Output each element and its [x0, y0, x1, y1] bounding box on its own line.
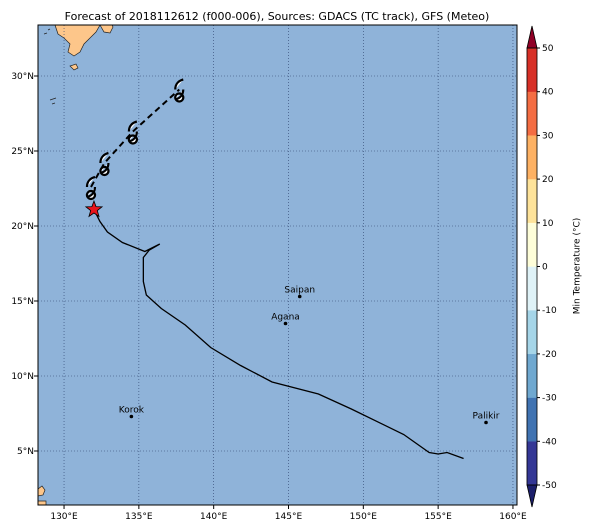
- lon-tick-label: 155°E: [424, 512, 452, 522]
- cyclone-symbol: [99, 151, 110, 177]
- lon-tick-label: 145°E: [275, 512, 303, 522]
- colorbar-bin: [526, 441, 538, 486]
- colorbar-bin: [526, 310, 538, 355]
- colorbar-bin: [526, 353, 538, 398]
- colorbar-tick-label: -50: [542, 481, 557, 491]
- place-label: Korok: [119, 406, 145, 416]
- colorbar-bin: [526, 222, 538, 267]
- track-line: [93, 209, 464, 460]
- lon-tick-label: 140°E: [200, 512, 228, 522]
- place-label: Saipan: [284, 286, 315, 296]
- colorbar-bin: [526, 47, 538, 92]
- colorbar-tick-label: 0: [542, 263, 548, 273]
- lat-tick-label: 20°N: [11, 222, 34, 232]
- islands: [43, 28, 57, 105]
- colorbar-tick-label: -20: [542, 350, 557, 360]
- colorbar-tick-label: 10: [542, 219, 554, 229]
- lat-tick-label: 30°N: [11, 72, 34, 82]
- ocean: [38, 25, 517, 505]
- colorbar-tick-label: 30: [542, 131, 554, 141]
- title: Forecast of 2018112612 (f000-006), Sourc…: [65, 10, 490, 23]
- colorbar-bin: [526, 178, 538, 223]
- colorbar-bin: [526, 91, 538, 136]
- colorbar-tick-label: 20: [542, 175, 554, 185]
- colorbar-bin: [526, 266, 538, 311]
- colorbar-bin: [526, 135, 538, 180]
- colorbar-label: Min Temperature (°C): [573, 218, 583, 315]
- grid: 130°E 135°E 140°E 145°E 150°E 155°E 160°E 5°N 10…: [11, 25, 527, 522]
- colorbar-tick-label: 40: [542, 88, 554, 98]
- lon-tick-label: 160°E: [499, 512, 527, 522]
- lon-tick-label: 130°E: [50, 512, 78, 522]
- place-dot: [484, 420, 488, 425]
- colorbar-under: [526, 484, 538, 508]
- map-area: [37, 24, 517, 506]
- place-label: Agana: [271, 313, 300, 323]
- place-dot: [129, 414, 134, 419]
- colorbar-tick-label: 50: [542, 44, 554, 54]
- colorbar-tick-label: -40: [542, 437, 557, 447]
- lon-tick-label: 150°E: [350, 512, 378, 522]
- lat-tick-label: 15°N: [11, 297, 34, 307]
- lat-tick-label: 10°N: [11, 372, 34, 382]
- place-dot: [297, 294, 302, 299]
- map-frame: [37, 24, 518, 506]
- cyclone-symbol: [85, 175, 97, 201]
- lon-tick-label: 135°E: [125, 512, 153, 522]
- forecast-line: [90, 88, 180, 188]
- place-dot: [283, 321, 288, 326]
- colorbar: -50 -40 -30 -20 -10 0 10 20 30 40 50: [526, 25, 557, 508]
- lat-tick-label: 25°N: [11, 147, 34, 157]
- land: [37, 24, 114, 506]
- current-position: [84, 199, 104, 218]
- colorbar-bin: [526, 397, 538, 442]
- lat-tick-label: 5°N: [17, 447, 34, 457]
- colorbar-tick-label: -10: [542, 306, 557, 316]
- place-label: Palikir: [473, 412, 500, 422]
- cyclone-symbol: [127, 120, 138, 145]
- marks: Saipan Agana Korok Palikir: [84, 78, 500, 460]
- colorbar-over: [526, 25, 538, 49]
- cyclone-symbol: [174, 78, 185, 103]
- colorbar-tick-label: -30: [542, 394, 557, 404]
